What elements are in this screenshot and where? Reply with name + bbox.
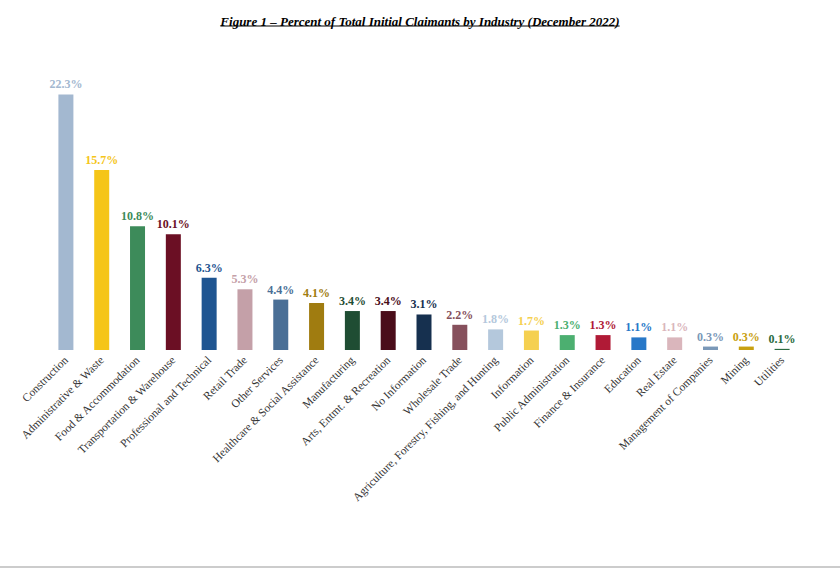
svg-text:3.1%: 3.1% <box>411 297 438 311</box>
svg-text:Agriculture, Forestry, Fishing: Agriculture, Forestry, Fishing, and Hunt… <box>350 354 500 504</box>
svg-text:Education: Education <box>601 353 644 396</box>
svg-text:Manufacturing: Manufacturing <box>299 353 357 411</box>
svg-text:Mining: Mining <box>718 354 751 387</box>
svg-text:Retail Trade: Retail Trade <box>200 353 250 403</box>
svg-text:22.3%: 22.3% <box>49 77 82 91</box>
svg-text:1.1%: 1.1% <box>625 320 652 334</box>
svg-text:Wholesale Trade: Wholesale Trade <box>400 353 465 418</box>
svg-text:1.3%: 1.3% <box>554 318 581 332</box>
svg-text:Information: Information <box>488 353 536 401</box>
svg-text:Finance & Insurance: Finance & Insurance <box>531 354 607 430</box>
svg-text:0.1%: 0.1% <box>769 332 796 346</box>
svg-text:5.3%: 5.3% <box>231 272 258 286</box>
svg-text:Public Administration: Public Administration <box>491 353 572 434</box>
svg-text:No Information: No Information <box>369 353 429 413</box>
svg-text:Transportation & Warehouse: Transportation & Warehouse <box>75 353 178 456</box>
svg-text:1.1%: 1.1% <box>661 320 688 334</box>
svg-text:3.4%: 3.4% <box>375 294 402 308</box>
svg-text:Management of Companies: Management of Companies <box>616 353 715 452</box>
svg-text:4.4%: 4.4% <box>267 283 294 297</box>
svg-text:10.1%: 10.1% <box>157 217 190 231</box>
svg-text:Utilities: Utilities <box>752 353 787 388</box>
svg-text:15.7%: 15.7% <box>85 153 118 167</box>
svg-text:6.3%: 6.3% <box>196 261 223 275</box>
svg-text:0.3%: 0.3% <box>733 330 760 344</box>
svg-text:10.8%: 10.8% <box>121 209 154 223</box>
svg-text:4.1%: 4.1% <box>303 286 330 300</box>
svg-text:Real Estate: Real Estate <box>633 353 679 399</box>
svg-text:1.7%: 1.7% <box>518 314 545 328</box>
svg-text:Construction: Construction <box>19 353 71 405</box>
svg-text:Professional and Technical: Professional and Technical <box>118 354 214 450</box>
svg-text:1.3%: 1.3% <box>590 318 617 332</box>
svg-text:Administrative & Waste: Administrative & Waste <box>18 353 106 441</box>
svg-text:Arts, Entmt. & Recreation: Arts, Entmt. & Recreation <box>298 353 393 448</box>
svg-text:3.4%: 3.4% <box>339 294 366 308</box>
svg-text:Food & Accommodation: Food & Accommodation <box>52 353 142 443</box>
svg-text:Other Services: Other Services <box>228 353 285 411</box>
svg-text:Figure 1 – Percent of Total In: Figure 1 – Percent of Total Initial Clai… <box>219 14 619 29</box>
svg-text:0.3%: 0.3% <box>697 330 724 344</box>
svg-text:1.8%: 1.8% <box>482 312 509 326</box>
svg-text:2.2%: 2.2% <box>446 308 473 322</box>
svg-text:Healthcare & Social Assistance: Healthcare & Social Assistance <box>210 354 321 465</box>
